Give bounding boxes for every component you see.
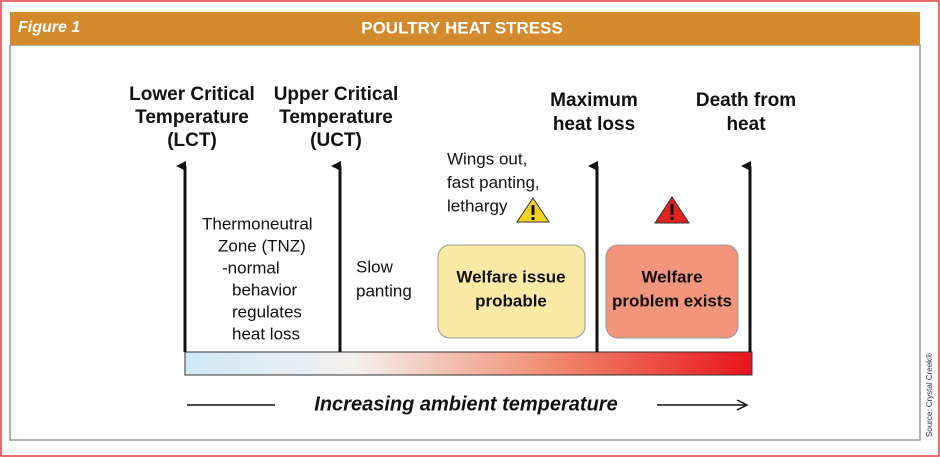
box-text: problem exists — [612, 291, 732, 310]
threshold-label: (LCT) — [167, 130, 217, 151]
warning-icon — [516, 197, 550, 223]
threshold-label: Upper Critical — [274, 84, 399, 105]
axis-label: Increasing ambient temperature — [314, 393, 617, 415]
figure-label: Figure 1 — [18, 19, 80, 36]
threshold-label: Lower Critical — [129, 84, 255, 105]
source: Source: Crystal Creek® — [925, 353, 934, 437]
zone-text: Slow — [356, 257, 394, 276]
zone-text: Wings out, — [447, 149, 527, 168]
zone-text: panting — [356, 281, 412, 300]
threshold-label: Temperature — [279, 107, 393, 128]
axis-arrowhead — [736, 399, 749, 411]
zone-text: Thermoneutral — [202, 214, 313, 233]
zone-text: fast panting, — [447, 173, 540, 192]
zone-text: -normal — [222, 258, 280, 277]
threshold-label: (UCT) — [310, 130, 362, 151]
box-text: probable — [475, 291, 547, 310]
threshold-label: Temperature — [135, 107, 249, 128]
temperature-bar — [184, 351, 753, 376]
box-text: Welfare issue — [456, 267, 565, 286]
header-bar — [10, 12, 920, 45]
zone-text: regulates — [232, 302, 302, 321]
threshold-label: heat loss — [553, 114, 635, 135]
danger-box — [605, 244, 739, 339]
zone-text: Zone (TNZ) — [218, 236, 306, 255]
danger-icon — [654, 196, 690, 224]
zone-text: behavior — [232, 280, 298, 299]
zone-text: heat loss — [232, 324, 300, 343]
title: POULTRY HEAT STRESS — [361, 18, 563, 37]
threshold-label: Death from — [696, 90, 796, 111]
threshold-label: Maximum — [550, 90, 638, 111]
warning-box — [437, 244, 586, 339]
threshold-label: heat — [726, 114, 766, 135]
box-text: Welfare — [641, 267, 702, 286]
zone-text: lethargy — [447, 196, 508, 215]
